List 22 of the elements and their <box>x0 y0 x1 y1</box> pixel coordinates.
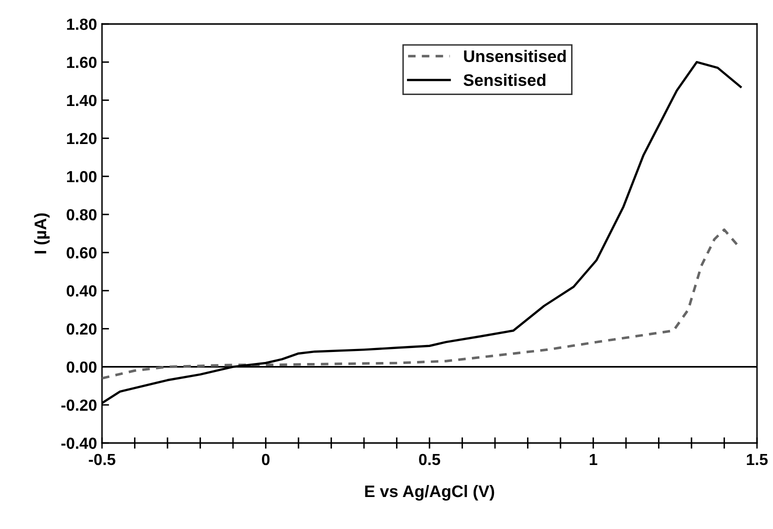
x-tick-label: 1 <box>590 454 598 465</box>
y-axis-title: I (µA) <box>34 213 50 254</box>
y-tick-label: 0.80 <box>66 209 96 220</box>
y-tick-label: 0.40 <box>66 285 96 297</box>
legend-label: Sensitised <box>464 74 546 86</box>
y-tick-label: -0.40 <box>61 438 96 449</box>
y-tick-label: -0.20 <box>61 400 96 411</box>
y-tick-label: 1.40 <box>67 94 96 106</box>
y-tick-label: 1.00 <box>67 171 96 182</box>
y-tick-label: 0.00 <box>66 361 96 373</box>
x-tick-label: -0.5 <box>88 454 116 466</box>
y-tick-label: 0.60 <box>66 247 96 258</box>
y-tick-label: 1.20 <box>67 132 96 144</box>
x-axis-title: E vs Ag/AgCl (V) <box>365 484 494 501</box>
x-tick-label: 0 <box>262 454 270 466</box>
y-tick-label: 0.20 <box>66 323 96 335</box>
x-tick-label: 0.5 <box>419 454 440 466</box>
y-tick-label: 1.80 <box>67 18 96 30</box>
legend-label: Unsensitised <box>464 50 566 62</box>
x-tick-label: 1.5 <box>746 454 768 466</box>
y-tick-label: 1.60 <box>67 56 96 68</box>
line-series <box>102 228 739 380</box>
